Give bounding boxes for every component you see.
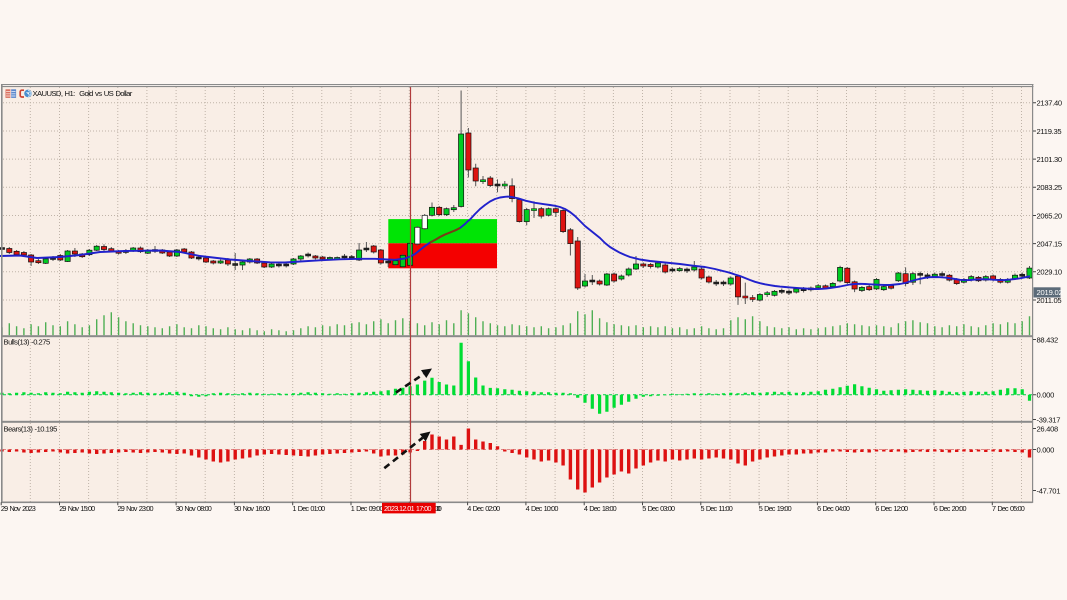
svg-text:4 Dec 10:00: 4 Dec 10:00 [526, 504, 559, 513]
svg-text:2119.35: 2119.35 [1037, 127, 1062, 136]
svg-text:88.432: 88.432 [1037, 335, 1059, 344]
svg-text:29 Nov 2023: 29 Nov 2023 [1, 504, 36, 513]
svg-text:1 Dec 09:00: 1 Dec 09:00 [351, 504, 384, 513]
svg-text:0.000: 0.000 [1037, 391, 1055, 400]
svg-text:2047.15: 2047.15 [1037, 239, 1062, 248]
svg-text:2023.12.01 17:00: 2023.12.01 17:00 [384, 504, 431, 513]
svg-text:30 Nov 08:00: 30 Nov 08:00 [176, 504, 212, 513]
svg-text:7 Dec 05:00: 7 Dec 05:00 [992, 504, 1025, 513]
svg-text:2083.25: 2083.25 [1037, 183, 1062, 192]
svg-text:2011.05: 2011.05 [1037, 296, 1062, 305]
svg-text:2019.02: 2019.02 [1037, 288, 1063, 297]
svg-text:0: 0 [437, 504, 441, 513]
svg-text:2029.10: 2029.10 [1037, 268, 1062, 277]
svg-text:-39.317: -39.317 [1037, 415, 1061, 424]
svg-text:29 Nov 23:00: 29 Nov 23:00 [118, 504, 154, 513]
svg-text:0.000: 0.000 [1037, 445, 1055, 454]
svg-text:6 Dec 12:00: 6 Dec 12:00 [875, 504, 908, 513]
svg-text:29 Nov 15:00: 29 Nov 15:00 [59, 504, 95, 513]
svg-text:6 Dec 20:00: 6 Dec 20:00 [934, 504, 967, 513]
svg-text:2065.20: 2065.20 [1037, 211, 1062, 220]
svg-text:Bears(13) -10.195: Bears(13) -10.195 [4, 424, 58, 433]
svg-text:Bulls(13) -0.275: Bulls(13) -0.275 [4, 337, 50, 346]
svg-text:30 Nov 16:00: 30 Nov 16:00 [234, 504, 270, 513]
svg-text:4 Dec 02:00: 4 Dec 02:00 [467, 504, 500, 513]
svg-text:6 Dec 04:00: 6 Dec 04:00 [817, 504, 850, 513]
svg-text:2137.40: 2137.40 [1037, 99, 1062, 108]
svg-text:-47.701: -47.701 [1037, 486, 1061, 495]
svg-text:26.408: 26.408 [1037, 424, 1059, 433]
svg-text:5 Dec 11:00: 5 Dec 11:00 [701, 504, 733, 513]
svg-text:5 Dec 19:00: 5 Dec 19:00 [759, 504, 792, 513]
svg-text:4 Dec 18:00: 4 Dec 18:00 [584, 504, 617, 513]
svg-text:1 Dec 01:00: 1 Dec 01:00 [292, 504, 325, 513]
svg-text:2101.30: 2101.30 [1037, 155, 1062, 164]
svg-text:XAUUSD, H1: Gold vs US Dollar: XAUUSD, H1: Gold vs US Dollar [33, 89, 133, 98]
svg-text:5 Dec 03:00: 5 Dec 03:00 [642, 504, 675, 513]
